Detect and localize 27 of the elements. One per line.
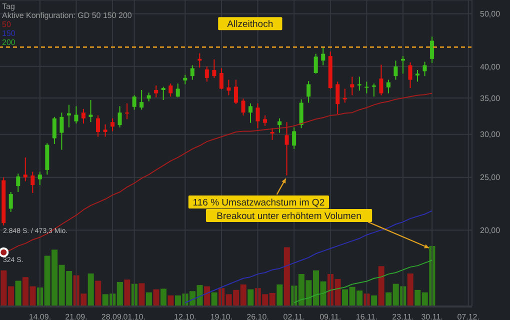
x-tick-label: 09.11. (320, 312, 342, 320)
y-tick-label: 35,00 (480, 94, 501, 103)
y-tick-label: 25,00 (480, 173, 501, 182)
x-tick-label: 28.09. (101, 312, 124, 320)
x-tick-label: 07.12. (457, 312, 480, 320)
ref-line-label: Allzeithoch (227, 19, 274, 30)
x-tick-label: 16.11. (356, 312, 378, 320)
annotation: 116 % Umsatzwachstum im Q2 (192, 198, 325, 209)
x-tick-label: 19.10. (210, 312, 233, 320)
y-tick-label: 20,00 (480, 226, 501, 235)
chart-subtitle: Tag (2, 2, 16, 11)
x-tick-label: 21.09. (65, 312, 88, 320)
x-tick-label: 01.10. (123, 312, 146, 320)
x-tick-label: 23.11. (392, 312, 414, 320)
x-tick-label: 02.11. (283, 312, 305, 320)
x-tick-label: 14.09. (28, 312, 52, 320)
text: 200 (2, 38, 16, 47)
y-tick-label: 30,00 (480, 130, 501, 140)
x-tick-label: 26.10. (246, 312, 269, 320)
y-tick-label: 50,00 (480, 10, 501, 19)
x-tick-label: 30.11. (421, 312, 443, 320)
text: 50 (2, 20, 12, 29)
text: 150 (2, 29, 16, 38)
x-tick-label: 12.10. (174, 312, 196, 320)
annotation: Breakout unter erhöhtem Volumen (216, 211, 362, 222)
annotation: Aktive Konfiguration: GD 50 150 200 (2, 11, 132, 20)
y-tick-label: 40,00 (480, 62, 501, 72)
